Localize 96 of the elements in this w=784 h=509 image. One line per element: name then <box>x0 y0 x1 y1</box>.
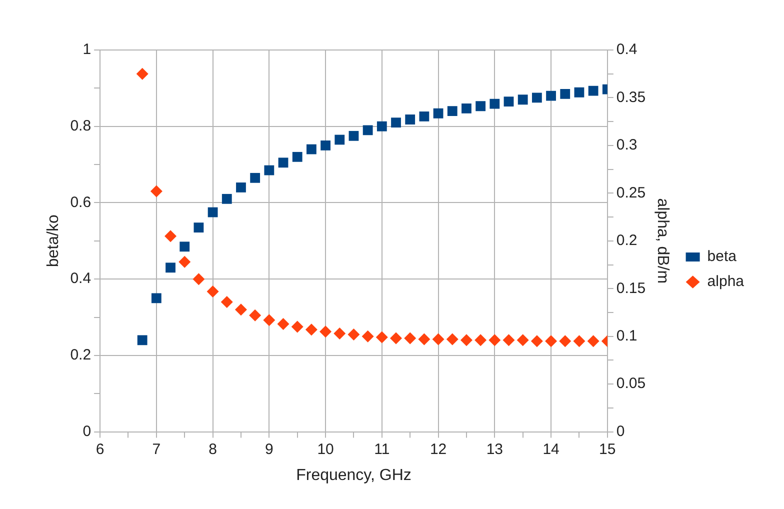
point <box>488 334 501 346</box>
point <box>136 68 148 80</box>
point <box>530 335 543 348</box>
point <box>348 328 360 340</box>
y2-tick-label: 0 <box>616 422 625 440</box>
y-tick-label: 0.2 <box>70 346 92 364</box>
point <box>390 332 402 344</box>
point <box>220 296 233 308</box>
y2-tick-label: 0.35 <box>616 88 646 106</box>
point <box>263 314 276 326</box>
legend-label: beta <box>707 248 738 266</box>
point <box>250 172 260 183</box>
x-tick-label: 12 <box>430 440 447 458</box>
point <box>362 330 374 342</box>
y2-tick-label: 0.4 <box>616 41 638 58</box>
y2-tick-label: 0.25 <box>616 184 646 202</box>
x-tick-label: 9 <box>264 440 274 458</box>
point <box>306 144 316 154</box>
y-tick-label: 0 <box>82 422 92 440</box>
y2-tick-label: 0.1 <box>616 327 638 344</box>
point <box>418 333 430 346</box>
y2-tick-label: 0.2 <box>616 232 638 250</box>
point <box>222 194 232 204</box>
point <box>291 320 304 333</box>
point <box>376 331 388 344</box>
point <box>532 92 542 103</box>
y2-tick-label: 0.3 <box>616 136 638 154</box>
x-tick-label: 13 <box>486 440 504 458</box>
point <box>460 334 472 346</box>
point <box>264 165 274 176</box>
point <box>419 111 430 122</box>
point <box>137 335 148 346</box>
y-tick-label: 0.4 <box>70 270 92 288</box>
point <box>574 87 584 98</box>
point <box>320 140 330 150</box>
x-tick-label: 7 <box>152 440 161 458</box>
y-tick-label: 1 <box>82 41 92 58</box>
point <box>391 118 401 128</box>
point <box>559 335 572 348</box>
point <box>208 207 218 218</box>
point <box>476 101 486 112</box>
point <box>446 333 458 346</box>
point <box>292 152 302 162</box>
point <box>164 230 177 242</box>
point <box>334 134 345 145</box>
point <box>560 88 570 99</box>
point <box>194 222 204 232</box>
x-tick-label: 10 <box>317 440 334 458</box>
point <box>234 304 247 316</box>
point <box>433 108 444 118</box>
point <box>151 293 162 304</box>
point <box>432 333 444 346</box>
x-tick-label: 15 <box>599 440 616 458</box>
point <box>166 262 176 273</box>
point <box>249 309 262 322</box>
legend-label: alpha <box>707 273 745 290</box>
point <box>504 96 514 106</box>
point <box>192 273 205 286</box>
point <box>150 185 162 198</box>
point <box>447 106 458 116</box>
point <box>320 326 332 338</box>
x-tick-label: 8 <box>208 440 217 458</box>
x-axis-title: Frequency, GHz <box>296 466 412 484</box>
y2-axis-title: alpha, dB/m <box>654 198 671 284</box>
point <box>490 98 500 109</box>
point <box>376 121 387 132</box>
point <box>278 158 288 168</box>
y2-tick-label: 0.15 <box>616 280 646 297</box>
point <box>587 335 600 348</box>
y2-tick-label: 0.05 <box>616 375 646 392</box>
point <box>518 94 528 105</box>
point <box>588 86 598 96</box>
point <box>516 334 529 346</box>
point <box>502 334 515 346</box>
point <box>404 332 416 344</box>
point <box>462 103 472 114</box>
y-tick-label: 0.8 <box>70 118 92 134</box>
point <box>474 334 487 346</box>
y-tick-label: 0.6 <box>70 194 92 211</box>
point <box>178 256 191 268</box>
y-axis-title: beta/ko <box>45 214 62 268</box>
point <box>405 114 416 124</box>
point <box>305 324 318 336</box>
point <box>236 182 246 192</box>
point <box>206 285 219 298</box>
x-tick-label: 11 <box>374 440 390 458</box>
point <box>348 130 359 141</box>
point <box>545 335 558 348</box>
point <box>334 327 346 340</box>
point <box>573 335 586 348</box>
x-tick-label: 6 <box>96 440 104 458</box>
point <box>362 125 373 136</box>
x-tick-label: 14 <box>542 440 560 458</box>
point <box>180 242 190 252</box>
point <box>277 318 290 330</box>
point <box>546 90 556 101</box>
